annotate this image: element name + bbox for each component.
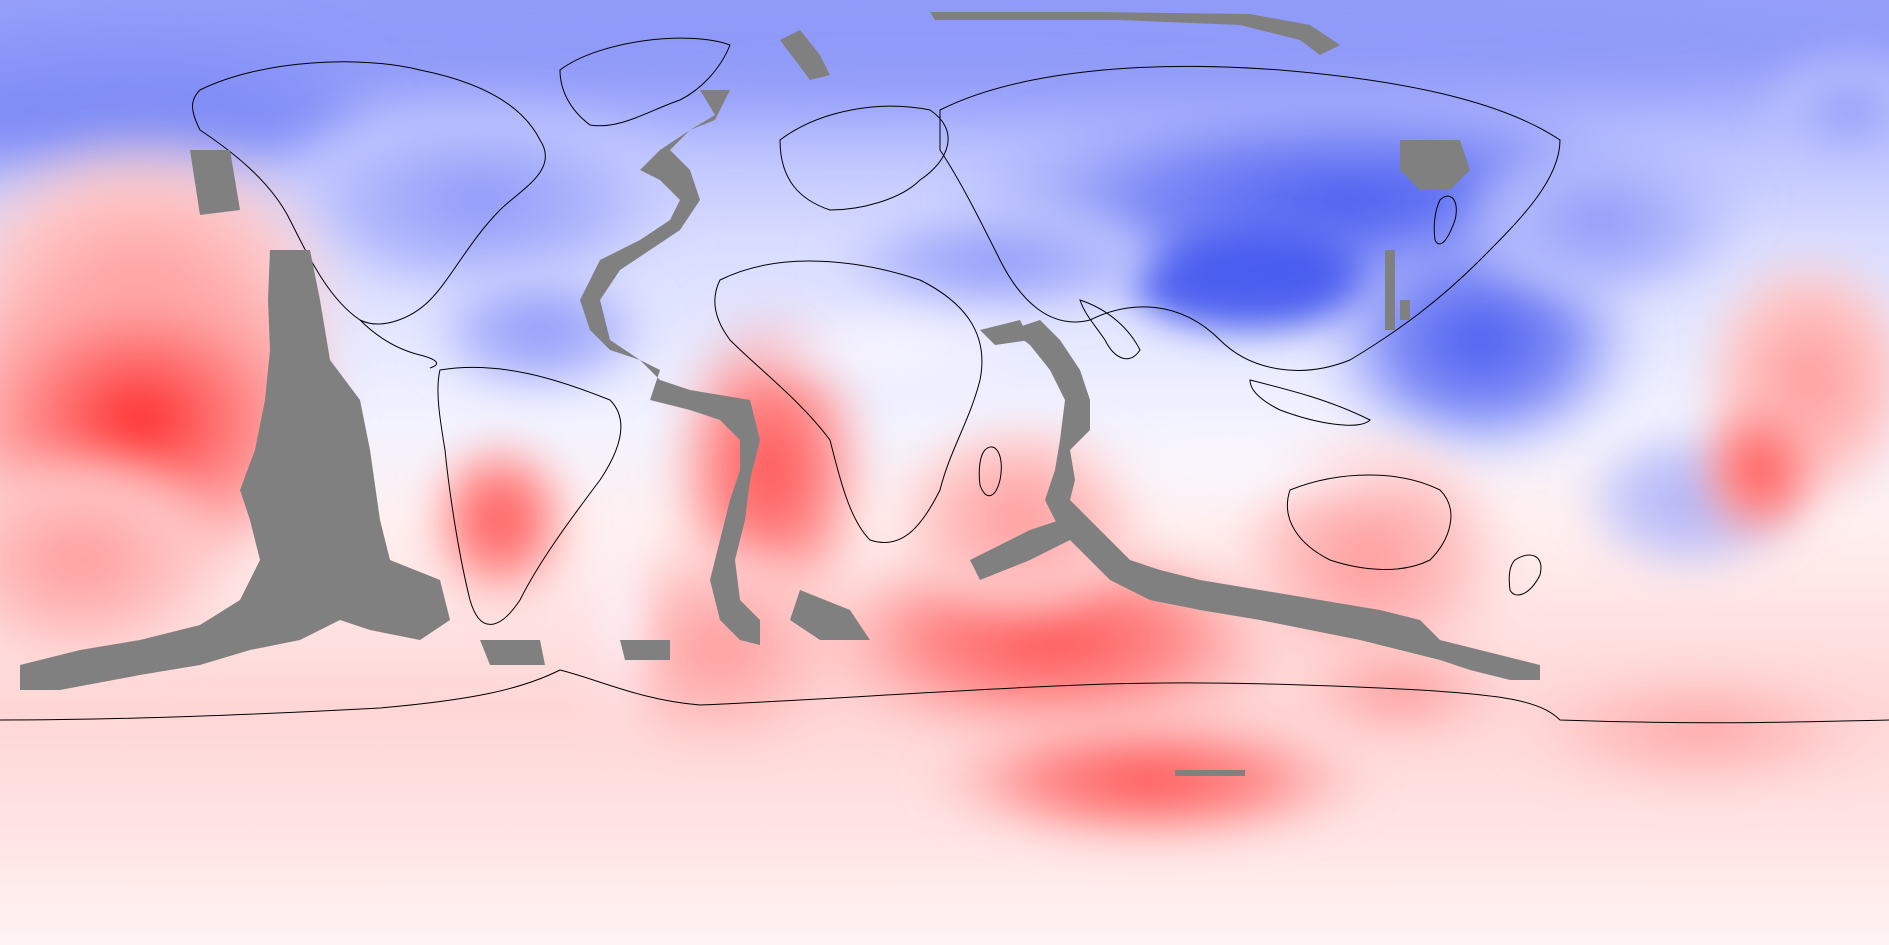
coastlines [0,37,1889,724]
masked-regions [20,12,1540,776]
